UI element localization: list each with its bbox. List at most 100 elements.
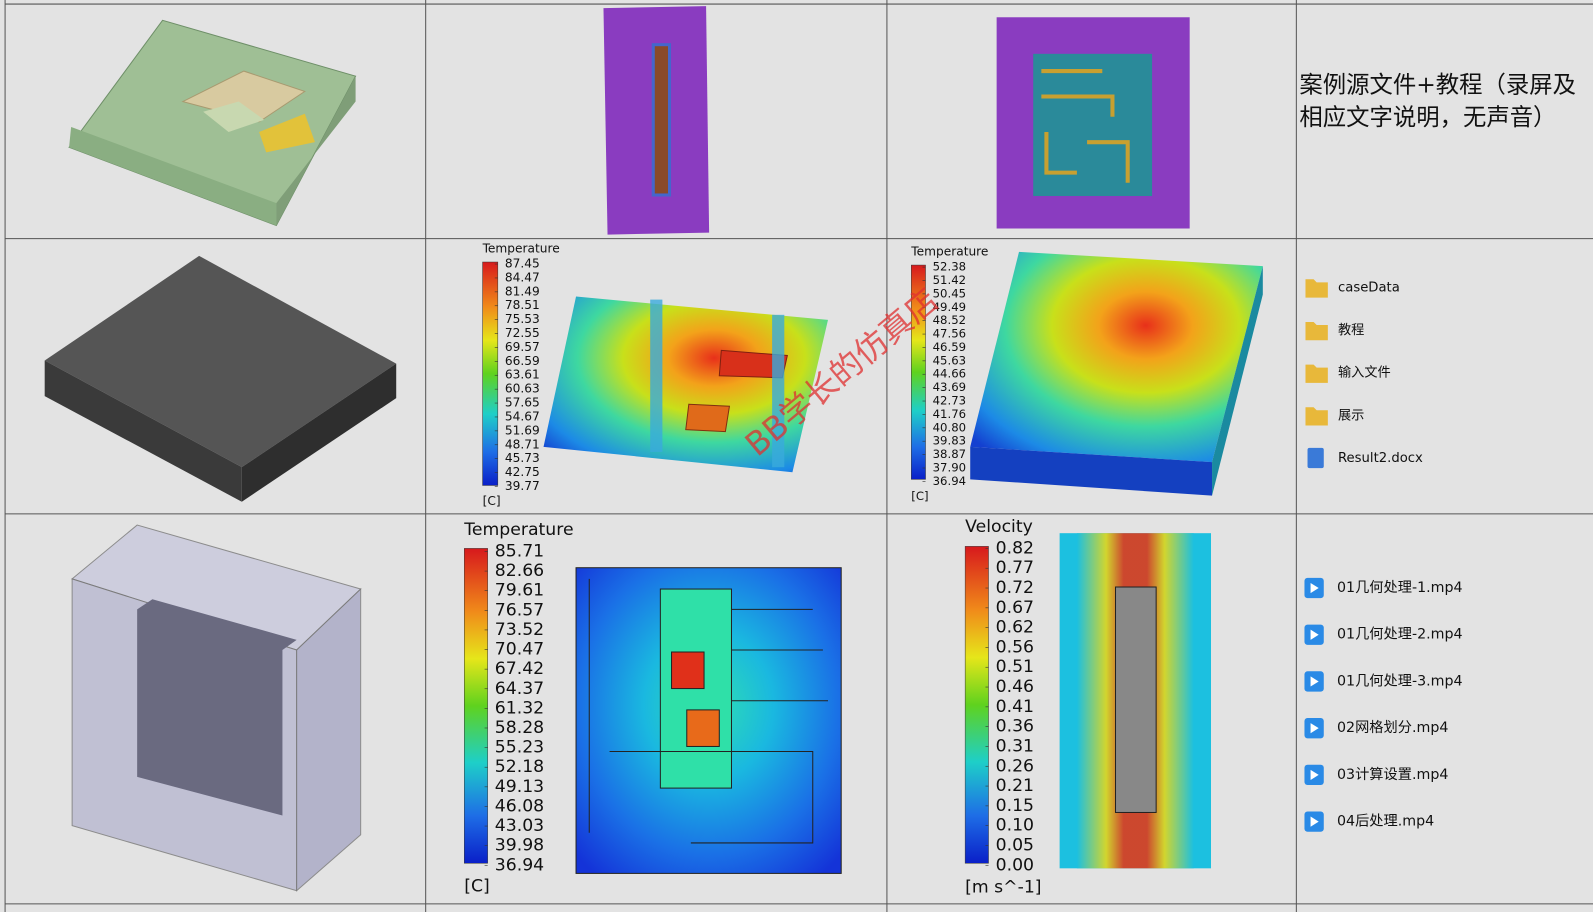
legend-label: 0.31 <box>996 736 1034 756</box>
video-name: 01几何处理-2.mp4 <box>1337 626 1463 643</box>
mesh-view-1 <box>603 6 710 235</box>
legend-label: 57.65 <box>505 396 540 410</box>
board-model <box>68 19 357 227</box>
folder-icon <box>1305 279 1328 298</box>
legend-label: 39.98 <box>495 836 544 856</box>
legend-label: 58.28 <box>495 718 544 738</box>
legend-label: 0.00 <box>996 855 1034 875</box>
legend-label: 0.77 <box>996 558 1034 578</box>
table-grid <box>4 0 1593 912</box>
play-glyph <box>1310 816 1319 827</box>
legend-label: 73.52 <box>495 620 544 640</box>
legend-label: 48.52 <box>933 313 966 327</box>
legend-label: 36.94 <box>495 855 544 875</box>
legend-title: Temperature <box>910 244 988 258</box>
legend-label: 76.57 <box>495 600 544 620</box>
legend-label: 69.57 <box>505 340 540 354</box>
file-name: 展示 <box>1338 408 1364 423</box>
play-glyph <box>1310 723 1319 734</box>
legend-label: 85.71 <box>495 541 544 561</box>
legend-label: 0.67 <box>996 598 1034 618</box>
legend-label: 0.56 <box>996 637 1034 657</box>
legend-label: 38.87 <box>933 447 966 461</box>
legend-label: 51.69 <box>505 423 540 437</box>
legend-title: Temperature <box>482 241 560 255</box>
legend-label: 50.45 <box>933 286 966 300</box>
video-name: 03计算设置.mp4 <box>1337 766 1448 783</box>
legend-label: 66.59 <box>505 354 540 368</box>
play-glyph <box>1310 676 1319 687</box>
file-name: 输入文件 <box>1338 365 1391 381</box>
legend-title: Temperature <box>463 520 573 540</box>
folder-icon <box>1305 364 1328 383</box>
legend-label: 0.82 <box>996 538 1034 558</box>
legend-label: 87.45 <box>505 257 540 271</box>
folder-icon <box>1305 407 1328 426</box>
video-name: 01几何处理-3.mp4 <box>1337 672 1463 689</box>
temperature-contour-top <box>575 567 842 874</box>
legend-label: 42.73 <box>933 394 966 408</box>
legend-label: 0.36 <box>996 717 1034 737</box>
mesh-view-2 <box>996 17 1190 229</box>
legend-label: 44.66 <box>933 367 966 381</box>
legend-label: 42.75 <box>505 465 540 479</box>
legend-label: 49.13 <box>495 777 544 797</box>
legend-label: 64.37 <box>495 679 544 699</box>
enclosure-model <box>71 524 362 892</box>
legend-label: 84.47 <box>505 270 540 284</box>
legend-label: 61.32 <box>495 698 544 718</box>
intro-text-box: 案例源文件+教程（录屏及相应文字说明，无声音） <box>1299 72 1577 132</box>
play-glyph <box>1310 769 1319 780</box>
legend-label: 49.49 <box>933 300 966 314</box>
legend-label: 0.26 <box>996 756 1034 776</box>
legend-label: 82.66 <box>495 561 544 581</box>
legend-label: 45.73 <box>505 451 540 465</box>
legend-label: 0.62 <box>996 618 1034 638</box>
temperature-contour-board <box>543 296 828 473</box>
legend-unit: [C] <box>464 877 490 897</box>
dynamic-layer: Temperature 87.4584.4781.4978.5175.5372.5… <box>463 241 1462 897</box>
legend-label: 0.41 <box>996 697 1034 717</box>
legend-label: 48.71 <box>505 437 540 451</box>
legend-label: 0.72 <box>996 578 1034 598</box>
legend-label: 78.51 <box>505 298 540 312</box>
legend-label: 39.77 <box>505 479 540 493</box>
legend-label: 40.80 <box>933 420 966 434</box>
temperature-contour-heatsink <box>970 251 1263 496</box>
legend-label: 46.08 <box>495 796 544 816</box>
legend-label: 43.69 <box>933 380 966 394</box>
legend-label: 60.63 <box>505 382 540 396</box>
legend-label: 47.56 <box>933 327 966 341</box>
legend-label: 0.51 <box>996 657 1034 677</box>
legend-label: 0.15 <box>996 796 1034 816</box>
legend-label: 79.61 <box>495 581 544 601</box>
legend-label: 52.18 <box>495 757 544 777</box>
color-bar <box>964 546 989 864</box>
legend-label: 55.23 <box>495 738 544 758</box>
file-name: 教程 <box>1338 322 1364 338</box>
folder-icon <box>1305 321 1328 341</box>
legend-label: 54.67 <box>505 409 540 423</box>
legend-label: 75.53 <box>505 312 540 326</box>
doc-icon <box>1307 447 1324 469</box>
color-bar <box>911 264 926 480</box>
legend-label: 39.83 <box>933 434 966 448</box>
legend-label: 45.63 <box>933 353 966 367</box>
legend-label: 72.55 <box>505 326 540 340</box>
play-glyph <box>1310 582 1319 594</box>
legend-label: 67.42 <box>495 659 544 679</box>
heatsink-model <box>44 255 397 502</box>
color-bar <box>482 261 499 486</box>
legend-unit: [C] <box>911 489 928 503</box>
video-name: 01几何处理-1.mp4 <box>1337 579 1463 596</box>
legend-label: 70.47 <box>495 640 544 660</box>
file-name: caseData <box>1338 280 1400 295</box>
legend-label: 52.38 <box>933 260 966 274</box>
file-name: Result2.docx <box>1338 451 1423 466</box>
legend-label: 0.05 <box>996 835 1034 855</box>
play-glyph <box>1310 629 1319 640</box>
velocity-contour <box>1059 533 1212 869</box>
intro-text: 案例源文件+教程（录屏及相应文字说明，无声音） <box>1299 72 1577 132</box>
